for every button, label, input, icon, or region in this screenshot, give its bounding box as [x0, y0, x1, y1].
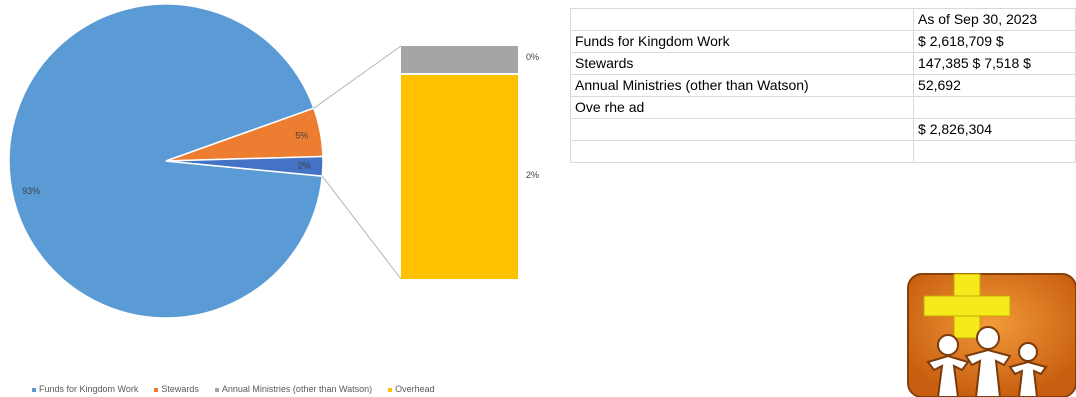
legend-item-overhead: Overhead	[388, 384, 435, 394]
pie-slice-funds-for-kingdom-work	[8, 3, 324, 319]
table-cell-value: $ 2,618,709 $	[913, 30, 1076, 53]
legend-item-funds-for-kingdom-work: Funds for Kingdom Work	[32, 384, 138, 394]
connector-line-bottom	[321, 175, 402, 280]
stacked-bar-annual-ministries-other-than-watson	[401, 46, 518, 73]
legend-label: Overhead	[395, 384, 435, 394]
table-cell-value	[913, 96, 1076, 119]
table-cell-label: Funds for Kingdom Work	[569, 30, 915, 53]
legend-label: Funds for Kingdom Work	[39, 384, 139, 394]
table-row: $ 2,826,304	[569, 118, 1076, 141]
table-cell-value: 52,692	[913, 74, 1076, 97]
legend-swatch	[32, 387, 36, 392]
church-logo	[906, 270, 1076, 397]
legend-label: Stewards	[161, 384, 199, 394]
table-cell-label	[569, 8, 915, 31]
table-cell-label	[569, 140, 915, 163]
table-row: Stewards 147,385 $ 7,518 $	[569, 52, 1076, 75]
table-cell-label: Ove rhe ad	[569, 96, 915, 119]
bar-of-pie-chart: 93% 5% 2% 0% 2%	[8, 3, 539, 319]
table-row: Annual Ministries (other than Watson) 52,…	[569, 74, 1076, 97]
legend-swatch	[154, 387, 159, 392]
pie-label-stewards: 5%	[295, 130, 308, 140]
table-cell-label: Annual Ministries (other than Watson)	[569, 74, 915, 97]
stacked-bar-overhead	[401, 75, 518, 279]
bar-label-overhead: 2%	[526, 170, 539, 180]
table-cell-value: $ 2,826,304	[913, 118, 1076, 141]
chart-legend: Funds for Kingdom Work Stewards Annual Min…	[32, 384, 451, 394]
legend-swatch	[388, 387, 393, 392]
table-cell-label: Stewards	[569, 52, 915, 75]
cross-family-logo-icon	[906, 270, 1076, 397]
bar-label-annual-ministries-other-than-watson: 0%	[526, 52, 539, 62]
connector-line-top	[313, 45, 402, 109]
pie-slice-annual-ministries-other-than-watson	[165, 155, 324, 177]
financial-summary-table: As of Sep 30, 2023 Funds for Kingdom Work…	[569, 8, 1076, 163]
table-header-row: As of Sep 30, 2023	[569, 8, 1076, 31]
table-cell-value: As of Sep 30, 2023	[913, 8, 1076, 31]
table-row: Ove rhe ad	[569, 96, 1076, 119]
table-cell-value	[913, 140, 1076, 163]
table-row: Funds for Kingdom Work $ 2,618,709 $	[569, 30, 1076, 53]
table-cell-label	[569, 118, 915, 141]
legend-item-stewards: Stewards	[154, 384, 199, 394]
table-cell-value: 147,385 $ 7,518 $	[913, 52, 1076, 75]
legend-swatch	[214, 387, 219, 392]
pie-label-funds-for-kingdom-work: 93%	[22, 186, 40, 196]
table-row	[569, 140, 1076, 163]
legend-item-annual-ministries-other-than-watson: Annual Ministries (other than Watson)	[214, 384, 373, 394]
legend-label: Annual Ministries (other than Watson)	[221, 384, 373, 394]
pie-label-annual-ministries-other-than-watson: 2%	[298, 161, 311, 171]
